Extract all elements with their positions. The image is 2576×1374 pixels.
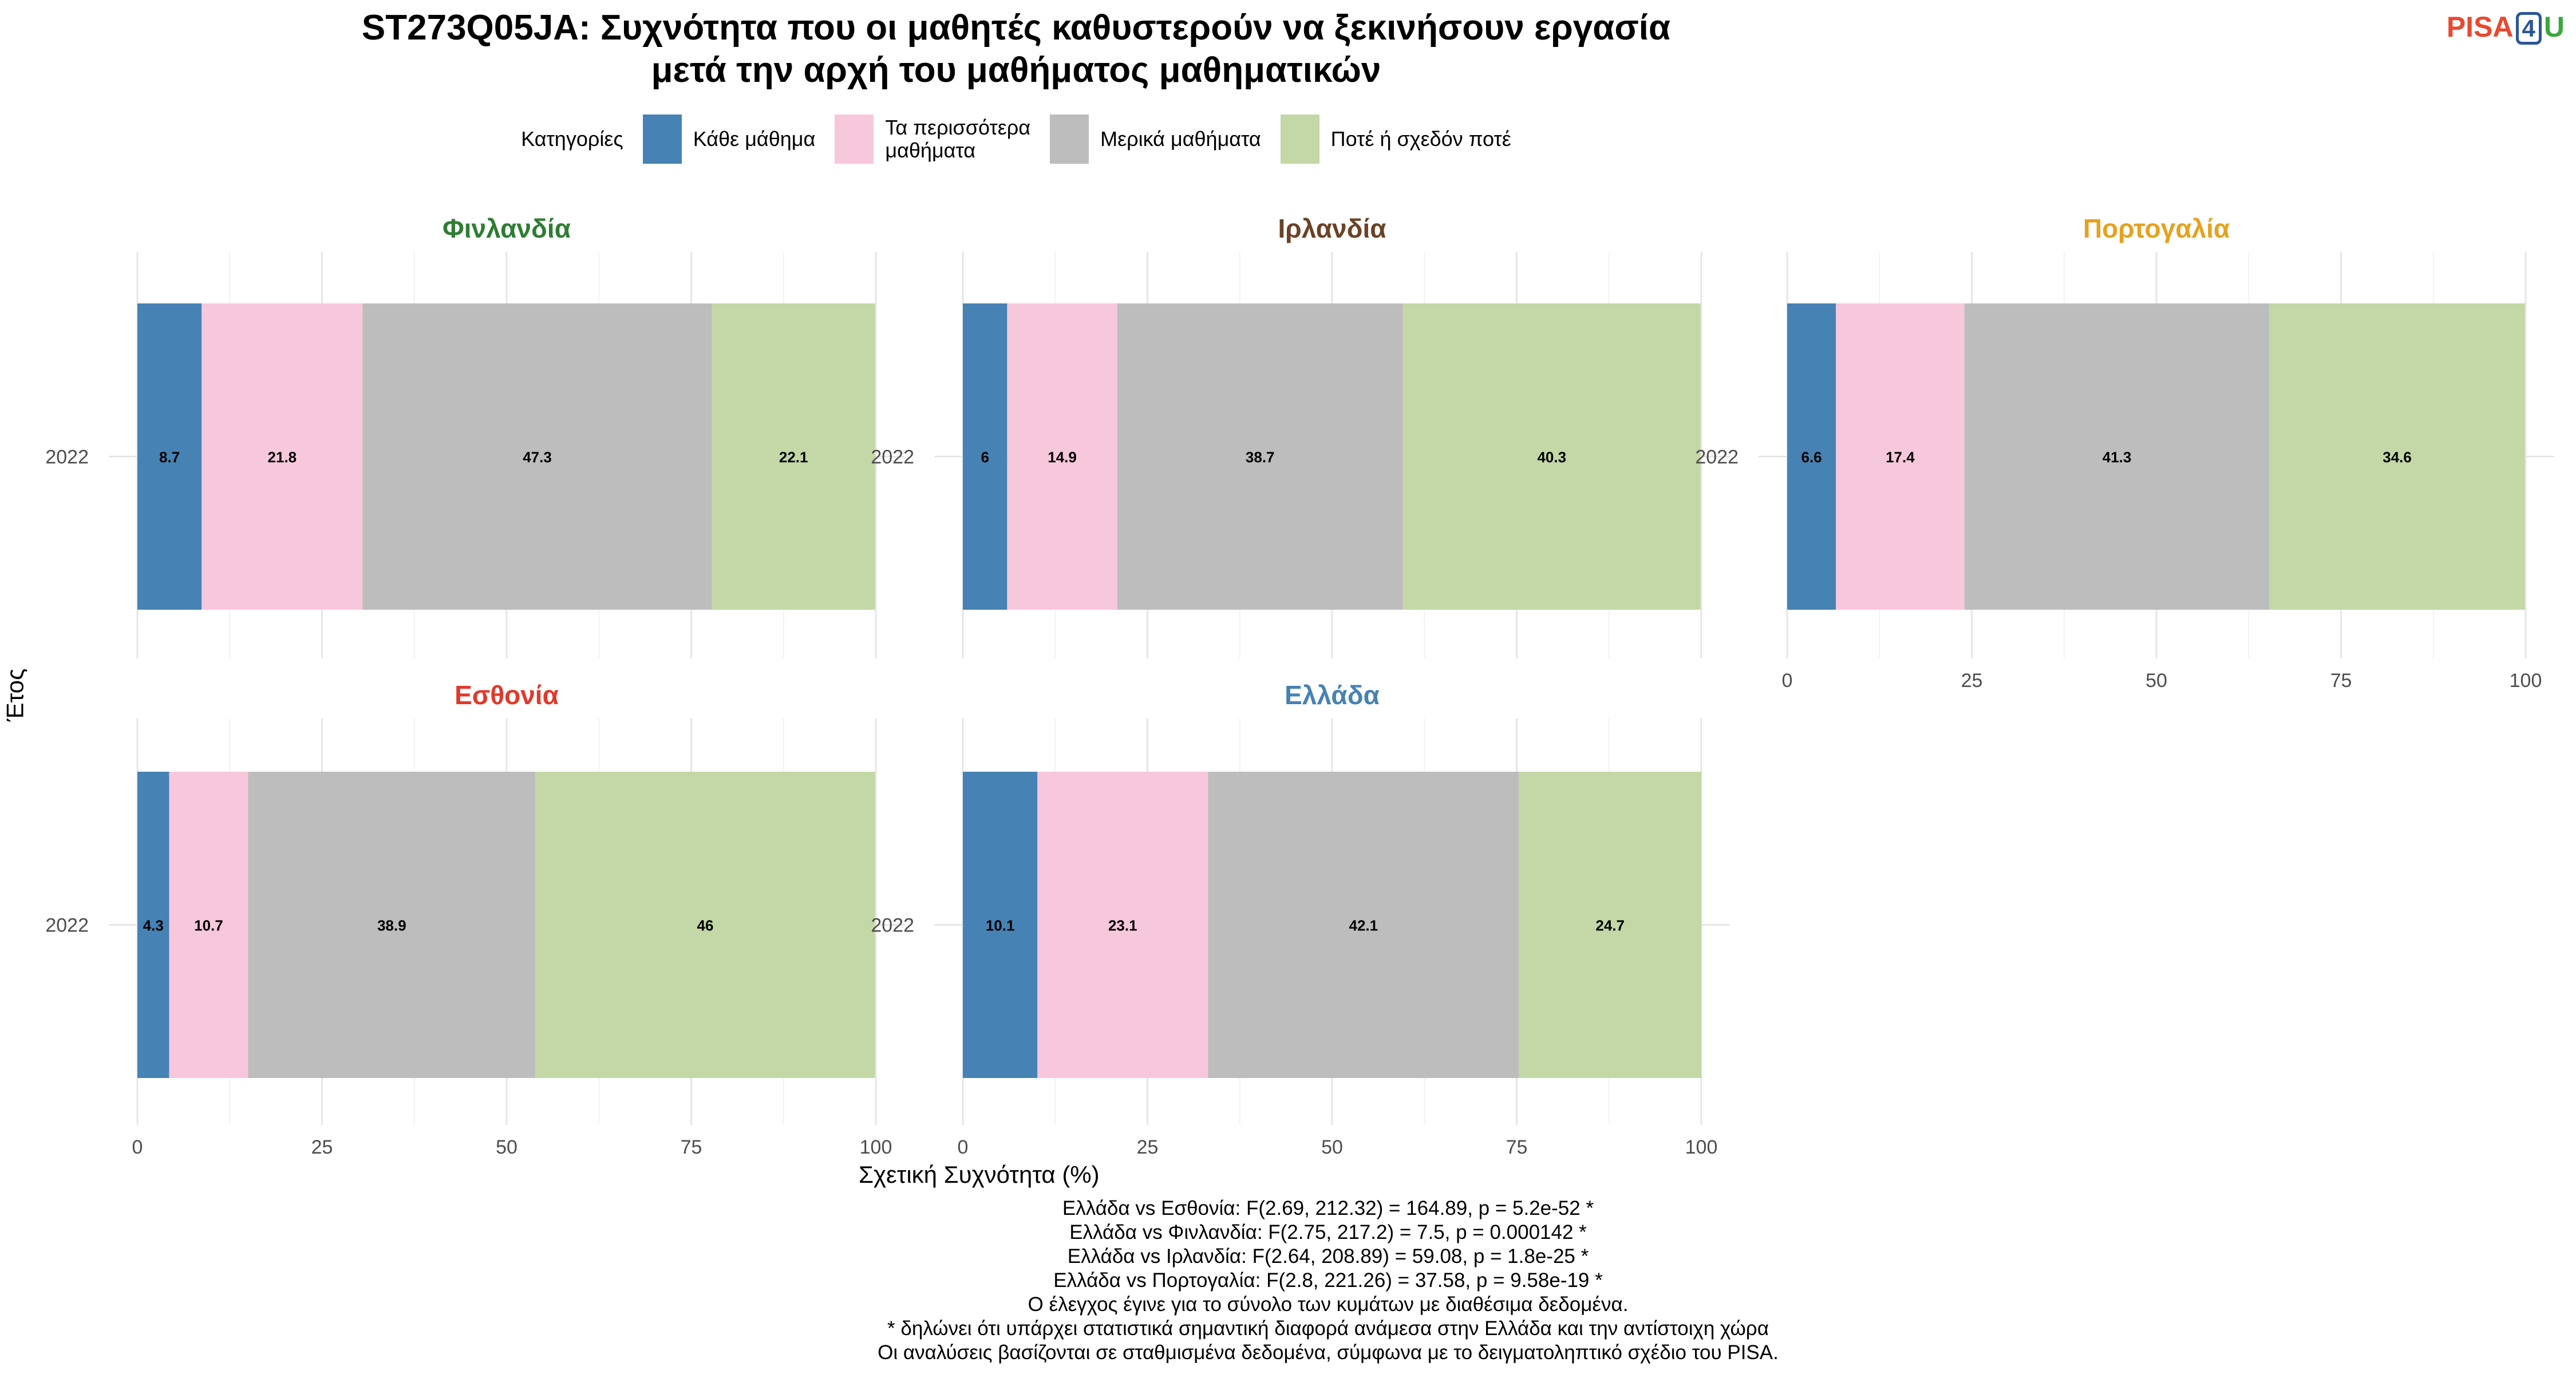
note-line: Ελλάδα vs Ιρλανδία: F(2.64, 208.89) = 59… [1067, 1245, 1589, 1268]
pisa4u-logo: PISA 4 U [2446, 10, 2565, 45]
legend-item-never: Ποτέ ή σχεδόν ποτέ [1280, 114, 1511, 164]
panel-2-x-tick-label: 100 [2510, 670, 2542, 692]
legend-item-most-lessons: Τα περισσότερα μαθήματα [835, 114, 1030, 164]
panel-2-data-label-3: 34.6 [2383, 449, 2412, 466]
panel-1-bar-segment-2 [1117, 303, 1403, 610]
note-line: * δηλώνει ότι υπάρχει στατιστικά σημαντι… [887, 1317, 1769, 1340]
panel-3-x-tick-label: 25 [311, 1136, 333, 1158]
panel-2-data-label-0: 6.6 [1801, 449, 1822, 466]
note-line: Ο έλεγχος έγινε για το σύνολο των κυμάτω… [1028, 1293, 1629, 1316]
legend-label-most-lessons-line-2: μαθήματα [885, 139, 976, 162]
panel-0-data-label-0: 8.7 [159, 449, 180, 466]
panel-1-data-label-1: 14.9 [1048, 449, 1077, 466]
panel-0-data-label-2: 47.3 [523, 449, 552, 466]
legend-label-some-lessons: Μερικά μαθήματα [1100, 127, 1261, 151]
panel-3-y-tick-label: 2022 [45, 915, 89, 937]
panel-3-x-tick-label: 100 [860, 1136, 892, 1158]
logo-text-pisa: PISA [2446, 11, 2514, 43]
panel-2-bar-segment-0 [1787, 303, 1836, 610]
note-line: Οι αναλύσεις βασίζονται σε σταθμισμένα δ… [878, 1341, 1779, 1364]
panel-4-title: Ελλάδα [1285, 680, 1380, 710]
legend-label-most-lessons: Τα περισσότερα μαθήματα [885, 116, 1030, 162]
panel-2-y-tick-label: 2022 [1695, 447, 1739, 468]
chart-title-line-2: μετά την αρχή του μαθήματος μαθηματικών [651, 50, 1381, 90]
panel-4-x-tick-label: 50 [1321, 1136, 1343, 1158]
panel-4-bar-segment-2 [1208, 772, 1519, 1078]
panel-2-bar-segment-3 [2269, 303, 2525, 610]
panel-0-bar-segment-3 [712, 303, 875, 610]
panel-4-data-label-2: 42.1 [1349, 917, 1378, 934]
panel-0-data-label-1: 21.8 [268, 449, 297, 466]
panel-4-bar-segment-0 [963, 772, 1038, 1078]
legend-label-every-lesson: Κάθε μάθημα [693, 127, 816, 151]
legend-title: Κατηγορίες [521, 127, 623, 151]
panel-1-data-label-2: 38.7 [1246, 449, 1275, 466]
panel-4-data-label-3: 24.7 [1595, 917, 1625, 934]
panel-4-bar-segment-1 [1037, 772, 1208, 1078]
panel-0-title: Φινλανδία [442, 214, 571, 243]
panel-4-x-tick-label: 100 [1685, 1136, 1718, 1158]
logo-text-4: 4 [2515, 12, 2542, 45]
panel-1-data-label-0: 6 [981, 449, 989, 466]
legend-label-most-lessons-line-1: Τα περισσότερα [885, 116, 1031, 139]
legend-swatch-never [1280, 114, 1319, 164]
panel-1-bar-segment-3 [1402, 303, 1701, 610]
panel-3-data-label-2: 38.9 [377, 917, 406, 934]
panel-3-x-tick-label: 75 [681, 1136, 702, 1158]
panel-2-x-tick-label: 25 [1961, 670, 1983, 692]
panel-0-data-label-3: 22.1 [779, 449, 808, 466]
panel-3-bar-segment-2 [248, 772, 536, 1078]
panel-1-bar-segment-1 [1007, 303, 1117, 610]
panel-2-data-label-1: 17.4 [1886, 449, 1915, 466]
panel-0-y-tick-label: 2022 [45, 447, 89, 468]
panel-0-bar-segment-0 [137, 303, 202, 610]
panel-2-x-tick-label: 75 [2330, 670, 2352, 692]
legend-item-some-lessons: Μερικά μαθήματα [1050, 114, 1261, 164]
legend-swatch-every-lesson [642, 114, 682, 164]
panel-3-x-tick-label: 50 [496, 1136, 517, 1158]
note-line: Ελλάδα vs Εσθονία: F(2.69, 212.32) = 164… [1062, 1197, 1594, 1219]
y-axis-label: Έτος [1, 668, 29, 722]
panel-4-y-tick-label: 2022 [871, 915, 914, 937]
panel-2-bar-segment-2 [1964, 303, 2270, 610]
note-line: Ελλάδα vs Φινλανδία: F(2.75, 217.2) = 7.… [1069, 1221, 1587, 1243]
legend-swatch-some-lessons [1050, 114, 1089, 164]
panel-2-bar-segment-1 [1836, 303, 1965, 610]
panel-4-data-label-0: 10.1 [986, 917, 1015, 934]
panel-1-title: Ιρλανδία [1278, 214, 1386, 243]
x-axis-label: Σχετική Συχνότητα (%) [859, 1161, 1100, 1188]
panel-3-data-label-0: 4.3 [143, 917, 164, 934]
panel-1-bar-segment-0 [963, 303, 1008, 610]
panel-3-data-label-1: 10.7 [194, 917, 223, 934]
legend-label-never: Ποτέ ή σχεδόν ποτέ [1330, 127, 1511, 151]
statistical-notes: Ελλάδα vs Εσθονία: F(2.69, 212.32) = 164… [0, 1197, 2576, 1365]
panel-2-data-label-2: 41.3 [2103, 449, 2132, 466]
panel-2-x-tick-label: 50 [2146, 670, 2167, 692]
logo-text-u: U [2543, 11, 2565, 43]
panel-0-bar-segment-2 [362, 303, 712, 610]
panel-3-data-label-3: 46 [697, 917, 714, 934]
legend-swatch-most-lessons [835, 114, 874, 164]
panel-4-data-label-1: 23.1 [1108, 917, 1137, 934]
panel-1-y-tick-label: 2022 [871, 447, 914, 468]
panel-0-bar-segment-1 [202, 303, 363, 610]
chart-title: ST273Q05JA: Συχνότητα που οι μαθητές καθ… [0, 7, 2032, 92]
note-line: Ελλάδα vs Πορτογαλία: F(2.8, 221.26) = 3… [1053, 1269, 1603, 1292]
panel-4-x-tick-label: 25 [1137, 1136, 1159, 1158]
legend-item-every-lesson: Κάθε μάθημα [642, 114, 816, 164]
panel-3-bar-segment-0 [137, 772, 169, 1078]
panel-2-x-tick-label: 0 [1782, 670, 1793, 692]
panel-2-title: Πορτογαλία [2083, 214, 2230, 243]
chart-legend: Κατηγορίες Κάθε μάθημα Τα περισσότερα μα… [0, 114, 2032, 164]
chart-title-line-1: ST273Q05JA: Συχνότητα που οι μαθητές καθ… [361, 8, 1671, 48]
panel-1-data-label-3: 40.3 [1537, 449, 1566, 466]
panel-3-bar-segment-1 [169, 772, 248, 1078]
panel-4-bar-segment-3 [1519, 772, 1701, 1078]
panel-4-x-tick-label: 0 [958, 1136, 969, 1158]
panel-4-x-tick-label: 75 [1506, 1136, 1528, 1158]
panel-3-x-tick-label: 0 [132, 1136, 143, 1158]
panel-3-bar-segment-3 [535, 772, 875, 1078]
panel-3-title: Εσθονία [455, 680, 559, 710]
